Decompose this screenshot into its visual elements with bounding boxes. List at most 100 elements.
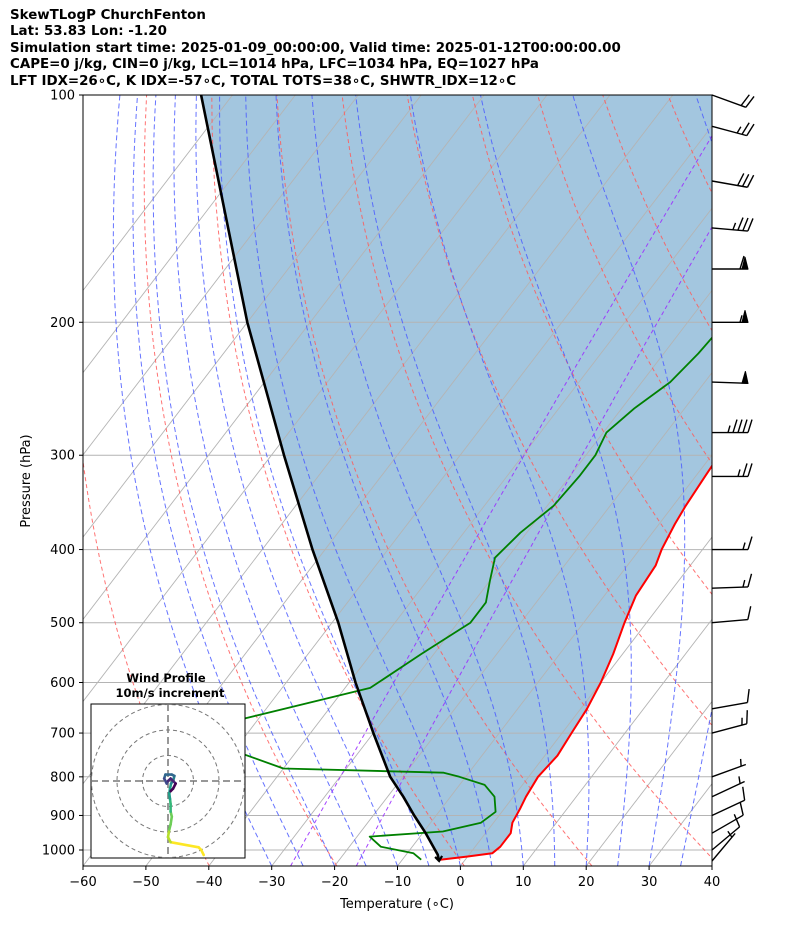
- barb-half: [727, 425, 731, 433]
- barb-full: [747, 536, 753, 550]
- barb-half: [739, 315, 743, 323]
- barb-full: [747, 419, 753, 433]
- x-tick-label: −50: [132, 875, 159, 890]
- barb-full: [737, 217, 744, 231]
- wind-barb: [711, 94, 755, 108]
- barb-staff: [711, 723, 747, 734]
- barb-full: [747, 606, 752, 620]
- hodograph-plot: [91, 704, 245, 858]
- barb-pennant: [741, 310, 749, 323]
- y-tick-label: 600: [50, 676, 75, 691]
- barb-staff: [711, 94, 747, 108]
- isotherm-line: [83, 95, 296, 374]
- wind-barb: [712, 419, 753, 434]
- header-times: Simulation start time: 2025-01-09_00:00:…: [10, 40, 621, 56]
- isotherm-line: [711, 865, 712, 866]
- isotherm-line: [83, 95, 359, 456]
- barb-full: [739, 255, 745, 270]
- dry-adiabat-line: [211, 95, 465, 866]
- x-tick-label: 10: [515, 875, 532, 890]
- header-indices-2: LFT IDX=26∘C, K IDX=-57∘C, TOTAL TOTS=38…: [10, 73, 517, 89]
- wind-barb: [712, 463, 753, 478]
- x-tick-label: 20: [578, 875, 595, 890]
- y-tick-label: 1000: [42, 844, 75, 859]
- parcel-start-marker: [434, 855, 444, 863]
- y-axis-label: Pressure (hPa): [19, 434, 34, 527]
- barb-full: [746, 710, 748, 724]
- hodograph-subtitle: 10m/s increment: [116, 686, 225, 700]
- y-tick-label: 300: [50, 449, 75, 464]
- barb-full: [746, 688, 750, 703]
- barb-full: [747, 218, 754, 232]
- barb-half: [742, 579, 746, 588]
- barb-full: [736, 173, 745, 186]
- barb-full: [732, 419, 738, 433]
- hodograph-segment: [169, 787, 175, 793]
- barb-full: [746, 123, 755, 136]
- barb-full: [740, 94, 750, 107]
- moist-adiabat-line: [173, 95, 367, 866]
- isotherm-line: [208, 207, 712, 866]
- moist-adiabat-line: [245, 95, 461, 866]
- barb-half: [737, 469, 741, 477]
- temperature-profile: [439, 464, 712, 861]
- wind-barb: [711, 814, 741, 851]
- barb-full: [747, 463, 753, 477]
- x-tick-label: −40: [195, 875, 222, 890]
- barb-half: [739, 758, 742, 767]
- barb-staff: [711, 125, 747, 137]
- barb-staff: [711, 814, 744, 834]
- wind-barb: [711, 371, 749, 385]
- isotherm-line: [397, 454, 712, 866]
- barb-staff: [711, 180, 748, 188]
- barb-staff: [711, 586, 749, 589]
- wind-barb: [711, 776, 745, 798]
- y-tick-label: 100: [50, 89, 75, 104]
- wind-barb: [711, 573, 753, 589]
- barb-full: [745, 96, 755, 108]
- isotherm-line: [83, 95, 233, 292]
- x-tick-label: −20: [321, 875, 348, 890]
- isotherm-line: [271, 289, 712, 866]
- y-tick-label: 400: [50, 543, 75, 558]
- header-location: Lat: 53.83 Lon: -1.20: [10, 24, 167, 40]
- isotherm-line: [83, 95, 422, 538]
- barb-full: [741, 173, 750, 187]
- barb-pennant: [741, 256, 749, 270]
- isotherm-line: [460, 536, 712, 866]
- moist-adiabat-line: [219, 95, 430, 866]
- y-tick-label: 900: [50, 809, 75, 824]
- barb-full: [739, 801, 744, 816]
- barb-half: [738, 776, 741, 784]
- parcel-path: [199, 95, 441, 862]
- y-tick-label: 800: [50, 770, 75, 785]
- barb-half: [742, 542, 746, 550]
- header-title: SkewTLogP ChurchFenton: [10, 8, 206, 23]
- dry-adiabat-line: [537, 95, 712, 465]
- dry-adiabat-line: [471, 95, 712, 596]
- wind-barb: [711, 688, 750, 710]
- barb-full: [746, 174, 755, 188]
- isotherm-line: [83, 95, 485, 621]
- wind-barb: [712, 310, 749, 323]
- moist-adiabat-line: [275, 95, 493, 866]
- wind-barb: [711, 122, 755, 137]
- x-tick-label: −30: [258, 875, 285, 890]
- barb-staff: [711, 618, 748, 624]
- header-indices-1: CAPE=0 j/kg, CIN=0 j/kg, LCL=1014 hPa, L…: [10, 57, 539, 73]
- mixing-ratio-line: [355, 226, 712, 866]
- cape-shading: [201, 95, 712, 861]
- figure-header: SkewTLogP ChurchFenton Lat: 53.83 Lon: -…: [10, 8, 621, 90]
- wind-barb: [711, 173, 755, 188]
- y-tick-label: 700: [50, 727, 75, 742]
- barb-staff: [711, 826, 741, 851]
- barb-full: [733, 814, 741, 828]
- barb-full: [747, 573, 753, 588]
- y-tick-label: 500: [50, 616, 75, 631]
- x-tick-label: 0: [456, 875, 464, 890]
- barb-full: [737, 419, 743, 433]
- dry-adiabat-line: [406, 95, 712, 727]
- barb-staff: [711, 227, 748, 232]
- barb-half: [736, 126, 742, 134]
